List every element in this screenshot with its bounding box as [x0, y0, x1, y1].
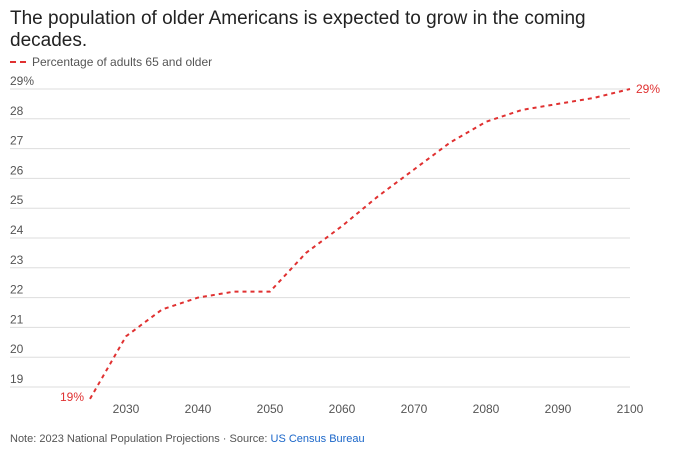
y-axis-ticks: 19 20 21 22 23 24 25 26 27 28 29%	[10, 74, 34, 386]
x-tick-label: 2060	[329, 402, 356, 416]
y-tick-label: 25	[10, 193, 24, 207]
y-tick-label: 21	[10, 312, 24, 326]
x-tick-label: 2050	[257, 402, 284, 416]
y-tick-label: 20	[10, 342, 24, 356]
annotations: 19% 29%	[60, 82, 660, 404]
chart-title: The population of older Americans is exp…	[10, 8, 586, 51]
y-tick-label: 23	[10, 253, 24, 267]
source-link[interactable]: US Census Bureau	[270, 433, 365, 445]
footer: Note: 2023 National Population Projectio…	[10, 433, 365, 445]
series-line	[89, 88, 631, 400]
gridlines	[10, 88, 630, 388]
y-tick-label: 27	[10, 134, 24, 148]
x-tick-label: 2080	[473, 402, 500, 416]
x-tick-label: 2100	[617, 402, 644, 416]
data-label: 19%	[60, 390, 84, 404]
y-tick-label: 22	[10, 283, 24, 297]
data-label: 29%	[636, 82, 660, 96]
y-tick-label: 26	[10, 163, 24, 177]
x-tick-label: 2070	[401, 402, 428, 416]
y-tick-label: 29%	[10, 74, 34, 88]
x-tick-label: 2040	[185, 402, 212, 416]
legend-label: Percentage of adults 65 and older	[32, 55, 213, 69]
footer-note: Note: 2023 National Population Projectio…	[10, 433, 271, 445]
legend: Percentage of adults 65 and older	[10, 55, 212, 69]
x-tick-label: 2030	[113, 402, 140, 416]
y-tick-label: 28	[10, 104, 24, 118]
x-axis-ticks: 2030 2040 2050 2060 2070 2080 2090 2100	[113, 402, 644, 416]
y-tick-label: 19	[10, 372, 24, 386]
x-tick-label: 2090	[545, 402, 572, 416]
y-tick-label: 24	[10, 223, 24, 237]
series	[89, 88, 631, 400]
legend-dashed-line-icon	[10, 61, 26, 63]
